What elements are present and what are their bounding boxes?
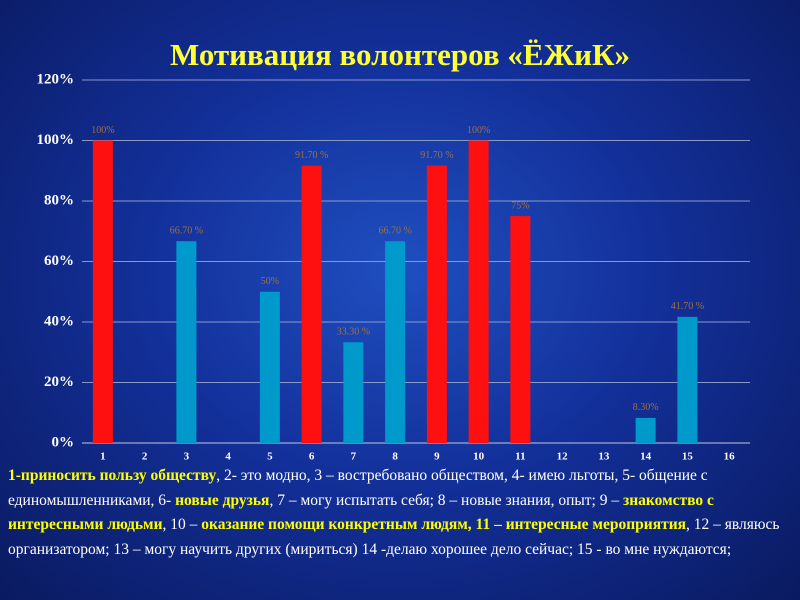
bar [468, 140, 489, 443]
x-tick-label: 10 [473, 451, 485, 463]
value-label: 41.70 % [671, 301, 704, 312]
caption: 1-приносить пользу обществу, 2- это модн… [8, 464, 793, 562]
value-label: 75% [511, 200, 529, 211]
bar [92, 140, 113, 443]
x-tick-label: 12 [557, 451, 569, 463]
x-tick-label: 16 [724, 451, 736, 463]
value-label: 91.70 % [295, 150, 328, 161]
caption-highlight: знакомство с интересными людьми [8, 491, 714, 534]
bar [385, 241, 406, 443]
x-tick-label: 6 [309, 451, 315, 463]
value-label: 50% [261, 276, 279, 287]
caption-text: , 10 – [162, 516, 202, 533]
value-label: 100% [91, 125, 114, 136]
x-tick-label: 2 [142, 451, 148, 463]
value-label: 8.30% [633, 402, 659, 413]
caption-text: , 7 – могу испытать себя; 8 – новые знан… [269, 491, 623, 509]
x-tick-label: 13 [598, 451, 610, 463]
y-tick-label: 100% [37, 132, 75, 148]
value-label: 33.30 % [337, 327, 370, 338]
y-tick-label: 80% [44, 192, 74, 208]
bar [426, 165, 447, 444]
value-label: 100% [467, 125, 490, 136]
x-tick-label: 8 [392, 451, 398, 463]
y-tick-label: 40% [44, 313, 74, 329]
value-label: 91.70 % [420, 150, 453, 161]
bar [677, 316, 698, 443]
value-label: 66.70 % [170, 226, 203, 237]
caption-highlight: оказание помощи конкретным людям, 11 – и… [201, 516, 687, 533]
caption-text: , 12 – являюсь организатором; 13 – могу … [8, 516, 780, 558]
x-tick-label: 7 [351, 451, 357, 463]
caption-highlight: новые друзья [175, 491, 270, 509]
x-tick-label: 4 [225, 451, 231, 463]
x-tick-label: 11 [515, 451, 525, 463]
y-tick-label: 20% [44, 374, 74, 390]
bar [635, 417, 656, 443]
y-tick-label: 0% [52, 434, 75, 450]
x-tick-label: 9 [434, 451, 440, 463]
x-tick-label: 3 [184, 451, 190, 463]
caption-text: , 2- это модно, 3 – востребовано обществ… [8, 467, 708, 509]
x-tick-label: 1 [100, 451, 106, 463]
y-tick-label: 120% [37, 71, 75, 87]
bar [510, 216, 531, 443]
x-tick-label: 14 [640, 451, 652, 463]
x-tick-label: 5 [267, 451, 273, 463]
y-tick-label: 60% [44, 253, 74, 269]
bar [343, 342, 364, 443]
bar [176, 241, 197, 443]
bar [259, 291, 280, 443]
value-label: 66.70 % [378, 226, 411, 237]
x-tick-label: 15 [682, 451, 694, 463]
caption-highlight: 1-приносить пользу обществу [8, 467, 217, 484]
chart-title: Мотивация волонтеров «ЁЖиК» [170, 37, 630, 72]
bar [301, 165, 322, 444]
